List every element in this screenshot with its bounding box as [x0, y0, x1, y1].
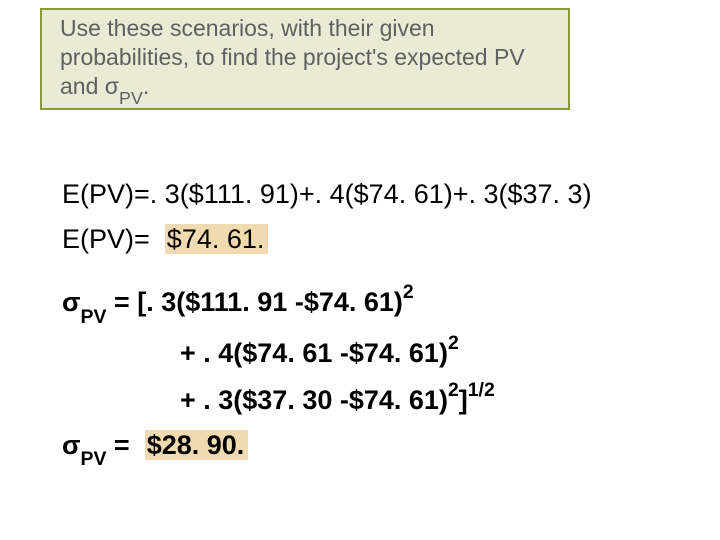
- sigma-block: σPV = [. 3($111. 91 -$74. 61)2 + . 4($74…: [62, 281, 662, 468]
- title-line-3-suffix: .: [143, 73, 149, 99]
- sigma-term-1: [. 3($111. 91 -$74. 61): [137, 287, 403, 317]
- epv-eq1-lhs: E(PV)=: [62, 179, 150, 209]
- sigma-result-line: σPV = $28. 90.: [62, 426, 662, 469]
- sigma-result-highlight: $28. 90.: [145, 430, 249, 460]
- sigma-sub-pv: PV: [80, 306, 106, 328]
- slide: Use these scenarios, with their given pr…: [0, 0, 720, 540]
- epv-equation-1: E(PV)=. 3($111. 91)+. 4($74. 61)+. 3($37…: [62, 175, 662, 214]
- pv-subscript: PV: [119, 88, 143, 108]
- title-block: Use these scenarios, with their given pr…: [40, 8, 570, 110]
- sigma-close-bracket: ]: [459, 385, 468, 415]
- sigma-sq-1: 2: [403, 281, 414, 303]
- sigma-term-2: + . 4($74. 61 -$74. 61): [180, 338, 448, 368]
- sigma-exp-half: 1/2: [468, 379, 495, 401]
- title-line-3-prefix: and: [60, 73, 105, 99]
- title-line-1: Use these scenarios, with their given: [60, 14, 554, 43]
- sigma-line-1: σPV = [. 3($111. 91 -$74. 61)2: [62, 281, 662, 326]
- title-line-2: probabilities, to find the project's exp…: [60, 43, 554, 72]
- title-line-3: and σPV.: [60, 72, 554, 105]
- sigma-sq-2: 2: [448, 332, 459, 354]
- epv-eq1-rhs: . 3($111. 91)+. 4($74. 61)+. 3($37. 3): [150, 179, 592, 209]
- epv-eq2-lhs: E(PV)=: [62, 224, 150, 254]
- content-block: E(PV)=. 3($111. 91)+. 4($74. 61)+. 3($37…: [62, 175, 662, 475]
- sigma-symbol-2: σ: [62, 287, 80, 317]
- sigma-line-2: + . 4($74. 61 -$74. 61)2: [62, 332, 662, 373]
- sigma-line-3: + . 3($37. 30 -$74. 61)2]1/2: [62, 379, 662, 420]
- sigma-term-3: + . 3($37. 30 -$74. 61): [180, 385, 448, 415]
- epv-result-highlight: $74. 61.: [165, 224, 269, 254]
- sigma-symbol-3: σ: [62, 430, 80, 460]
- sigma-sub-pv-2: PV: [80, 448, 106, 470]
- sigma-eq-sign-2: =: [106, 430, 137, 460]
- sigma-symbol: σ: [105, 73, 119, 99]
- sigma-eq-sign: =: [106, 287, 137, 317]
- epv-equation-2: E(PV)= $74. 61.: [62, 220, 662, 259]
- sigma-sq-3: 2: [448, 379, 459, 401]
